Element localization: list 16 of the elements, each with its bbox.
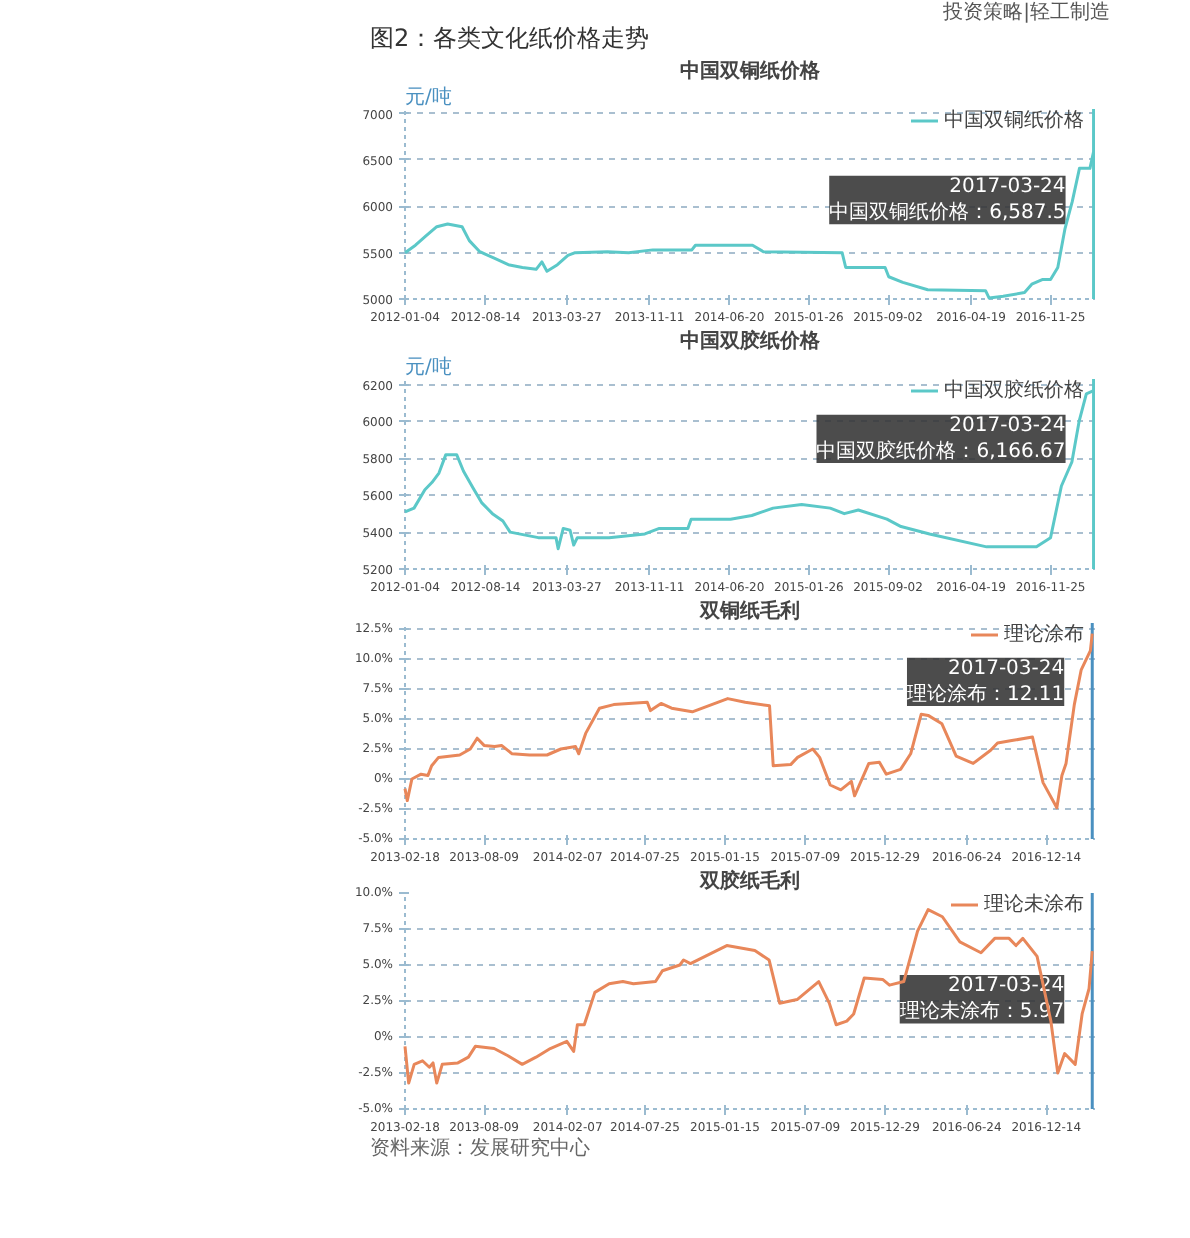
y-axis-title: 元/吨 — [405, 355, 452, 379]
legend-label: 理论未涂布 — [984, 891, 1084, 918]
text: 图2：各类文化纸价格走势 — [370, 22, 650, 56]
y-axis-title: 元/吨 — [405, 85, 452, 109]
legend-label: 中国双铜纸价格 — [944, 107, 1084, 134]
annotation: 2017-03-24 中国双铜纸价格：6,587.5 — [829, 175, 1066, 225]
annotation: 2017-03-24 理论涂布：12.11 — [906, 657, 1065, 707]
text: 资料来源：发展研究中心 — [370, 1136, 590, 1164]
annotation: 2017-03-24 中国双胶纸价格：6,166.67 — [816, 414, 1066, 464]
chart-title: 中国双铜纸价格 — [680, 59, 822, 83]
legend-label: 理论涂布 — [1004, 622, 1084, 648]
chart-title: 中国双胶纸价格 — [680, 329, 822, 353]
legend-label: 中国双胶纸价格 — [944, 377, 1084, 404]
text: 投资策略|轻工制造 — [943, 0, 1110, 28]
chart-title: 双胶纸毛利 — [698, 869, 800, 893]
chart-title: 双铜纸毛利 — [698, 599, 800, 623]
